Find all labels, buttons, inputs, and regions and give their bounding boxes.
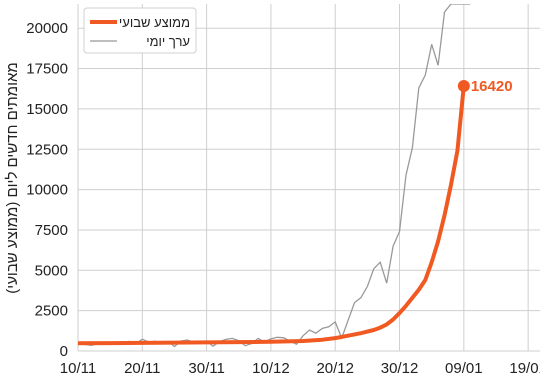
endpoint-label: 16420 <box>471 78 513 95</box>
series-weekly-line <box>78 84 466 346</box>
legend: ממוצע שבועי ערך יומי <box>83 7 197 54</box>
y-tick-label: 15000 <box>26 101 68 118</box>
y-tick-label: 12500 <box>26 141 68 158</box>
x-tick-label: 30/12 <box>381 360 419 377</box>
series-layer: 16420 <box>78 4 513 348</box>
y-tick-label: 7500 <box>35 222 68 239</box>
y-tick-label: 5000 <box>35 262 68 279</box>
grid-lines <box>77 4 540 352</box>
series-daily-line <box>78 4 471 348</box>
y-tick-label: 10000 <box>26 182 68 199</box>
x-tick-labels: 10/11 20/11 30/11 10/12 20/12 30/12 09/01 19/01 <box>60 360 540 377</box>
legend-box <box>83 7 197 54</box>
x-tick-label: 10/12 <box>252 360 290 377</box>
x-tick-label: 09/01 <box>445 360 483 377</box>
legend-label: ערך יומי <box>146 34 190 49</box>
y-tick-labels: 0 2500 5000 7500 10000 12500 15000 17500 20000 <box>26 20 68 360</box>
x-tick-label: 20/12 <box>316 360 354 377</box>
y-axis-label: מאומתים חדשים ליום (ממוצע שבועי) <box>4 62 21 293</box>
y-tick-label: 0 <box>60 343 68 360</box>
y-tick-label: 17500 <box>26 61 68 78</box>
endpoint-marker <box>457 79 470 92</box>
x-tick-label: 20/11 <box>124 360 160 377</box>
x-tick-label: 19/01 <box>509 360 540 377</box>
x-tick-label: 30/11 <box>188 360 224 377</box>
x-tick-label: 10/11 <box>60 360 96 377</box>
y-tick-label: 20000 <box>26 20 68 37</box>
legend-label: ממוצע שבועי <box>119 15 190 30</box>
y-tick-label: 2500 <box>35 303 68 320</box>
